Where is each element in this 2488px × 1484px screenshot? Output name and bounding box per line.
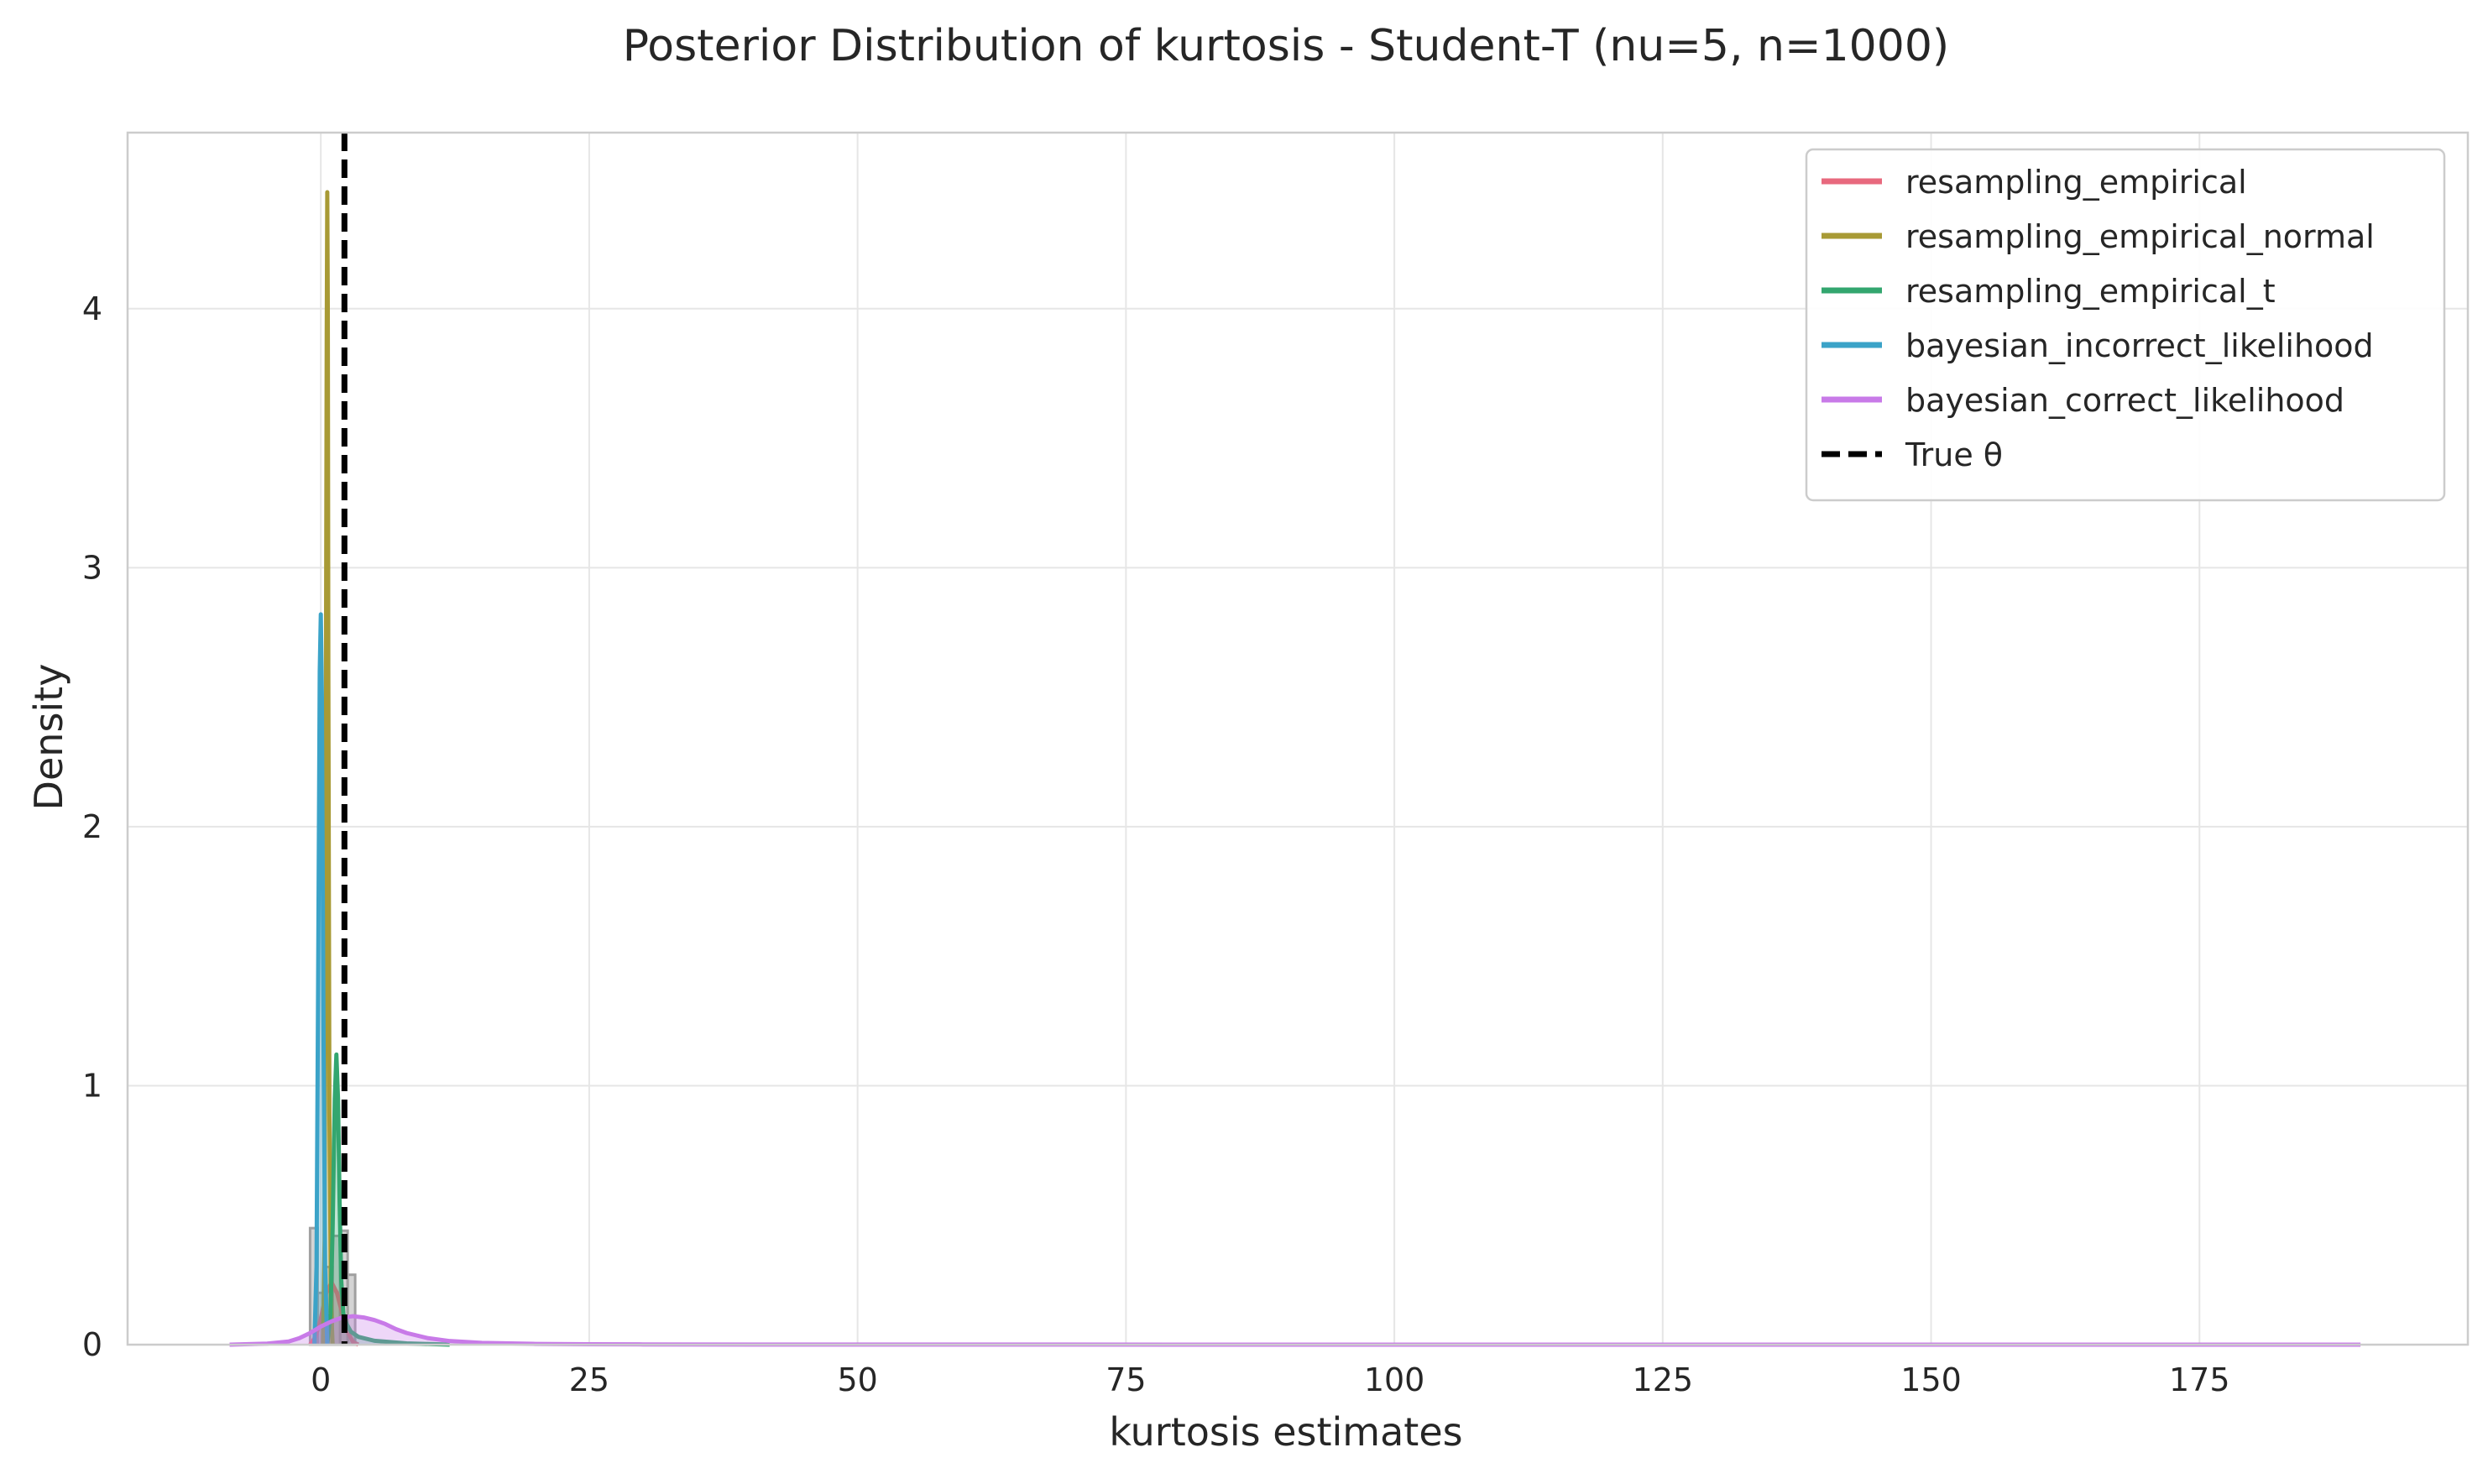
series-fill-resampling_empirical_t [327, 1054, 450, 1345]
x-tick-label: 100 [1364, 1361, 1425, 1398]
y-tick-label: 3 [82, 549, 102, 586]
x-tick-label: 175 [2169, 1361, 2230, 1398]
series-line-bayesian_incorrect_likelihood [312, 612, 330, 1346]
series-fill-bayesian_correct_likelihood [229, 1316, 2361, 1345]
x-tick-label: 0 [311, 1361, 331, 1398]
plot-frame [126, 131, 2470, 1346]
legend-label: bayesian_incorrect_likelihood [1905, 327, 2374, 364]
legend-label: resampling_empirical_t [1905, 273, 2276, 310]
x-tick-label: 50 [837, 1361, 877, 1398]
legend-label: bayesian_correct_likelihood [1905, 382, 2344, 419]
y-axis-label: Density [26, 664, 71, 811]
y-tick-label: 0 [82, 1326, 102, 1363]
series-line-bayesian_correct_likelihood [229, 1314, 2361, 1347]
x-axis-label: kurtosis estimates [1109, 1409, 1462, 1455]
legend-box [1805, 148, 2446, 502]
y-tick-label: 1 [82, 1067, 102, 1104]
x-tick-label: 125 [1633, 1361, 1694, 1398]
legend: resampling_empirical resampling_empirical… [1805, 148, 2446, 502]
series-line-resampling_empirical_t [325, 1052, 450, 1347]
plot-area: 0 25 50 75 100 125 150 175 0 1 2 3 4 [82, 131, 2470, 1398]
x-tick-label: 25 [569, 1361, 609, 1398]
x-tick-label: 75 [1105, 1361, 1146, 1398]
x-tick-label: 150 [1900, 1361, 1962, 1398]
legend-label: resampling_empirical [1905, 164, 2247, 201]
chart-title: Posterior Distribution of kurtosis - Stu… [623, 21, 1949, 71]
legend-label: resampling_empirical_normal [1905, 218, 2375, 255]
y-tick-label: 4 [82, 290, 102, 327]
y-tick-label: 2 [82, 808, 102, 845]
legend-label: True θ [1905, 436, 2003, 473]
